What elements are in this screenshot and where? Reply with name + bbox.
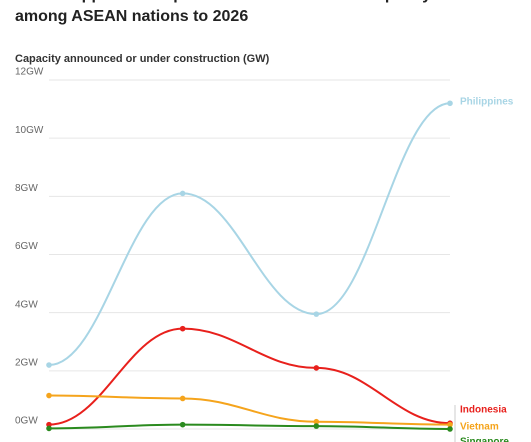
series-label: Vietnam <box>460 422 499 433</box>
point <box>46 392 52 399</box>
point <box>179 190 186 197</box>
series-line <box>48 102 451 367</box>
series-line <box>48 327 451 426</box>
point <box>179 395 186 402</box>
y-tick-label: 6GW <box>15 241 38 252</box>
point <box>313 365 320 371</box>
y-tick-label: 10GW <box>15 125 44 136</box>
y-tick-label: 0GW <box>15 416 38 427</box>
chart-title: The Philippines is expected to dominate … <box>15 0 507 25</box>
point <box>179 325 186 332</box>
point <box>447 100 453 107</box>
point <box>179 421 186 428</box>
series-label: Indonesia <box>460 405 507 416</box>
chart-subtitle: Capacity announced or under construction… <box>15 53 270 65</box>
series-line <box>48 423 451 430</box>
title-box: The Philippines is expected to dominate … <box>15 0 507 25</box>
y-tick-label: 4GW <box>15 299 38 310</box>
point <box>46 425 52 432</box>
series-line <box>48 394 451 426</box>
point <box>447 421 453 428</box>
point <box>313 418 320 425</box>
point <box>313 423 320 429</box>
point <box>46 362 52 368</box>
y-tick-label: 8GW <box>15 183 38 194</box>
series-label: Philippines <box>460 97 514 108</box>
series-label: Singapore <box>460 437 509 442</box>
y-tick-label: 2GW <box>15 357 38 368</box>
y-tick-label: 12GW <box>15 67 44 78</box>
point <box>447 426 453 432</box>
point <box>313 311 320 317</box>
